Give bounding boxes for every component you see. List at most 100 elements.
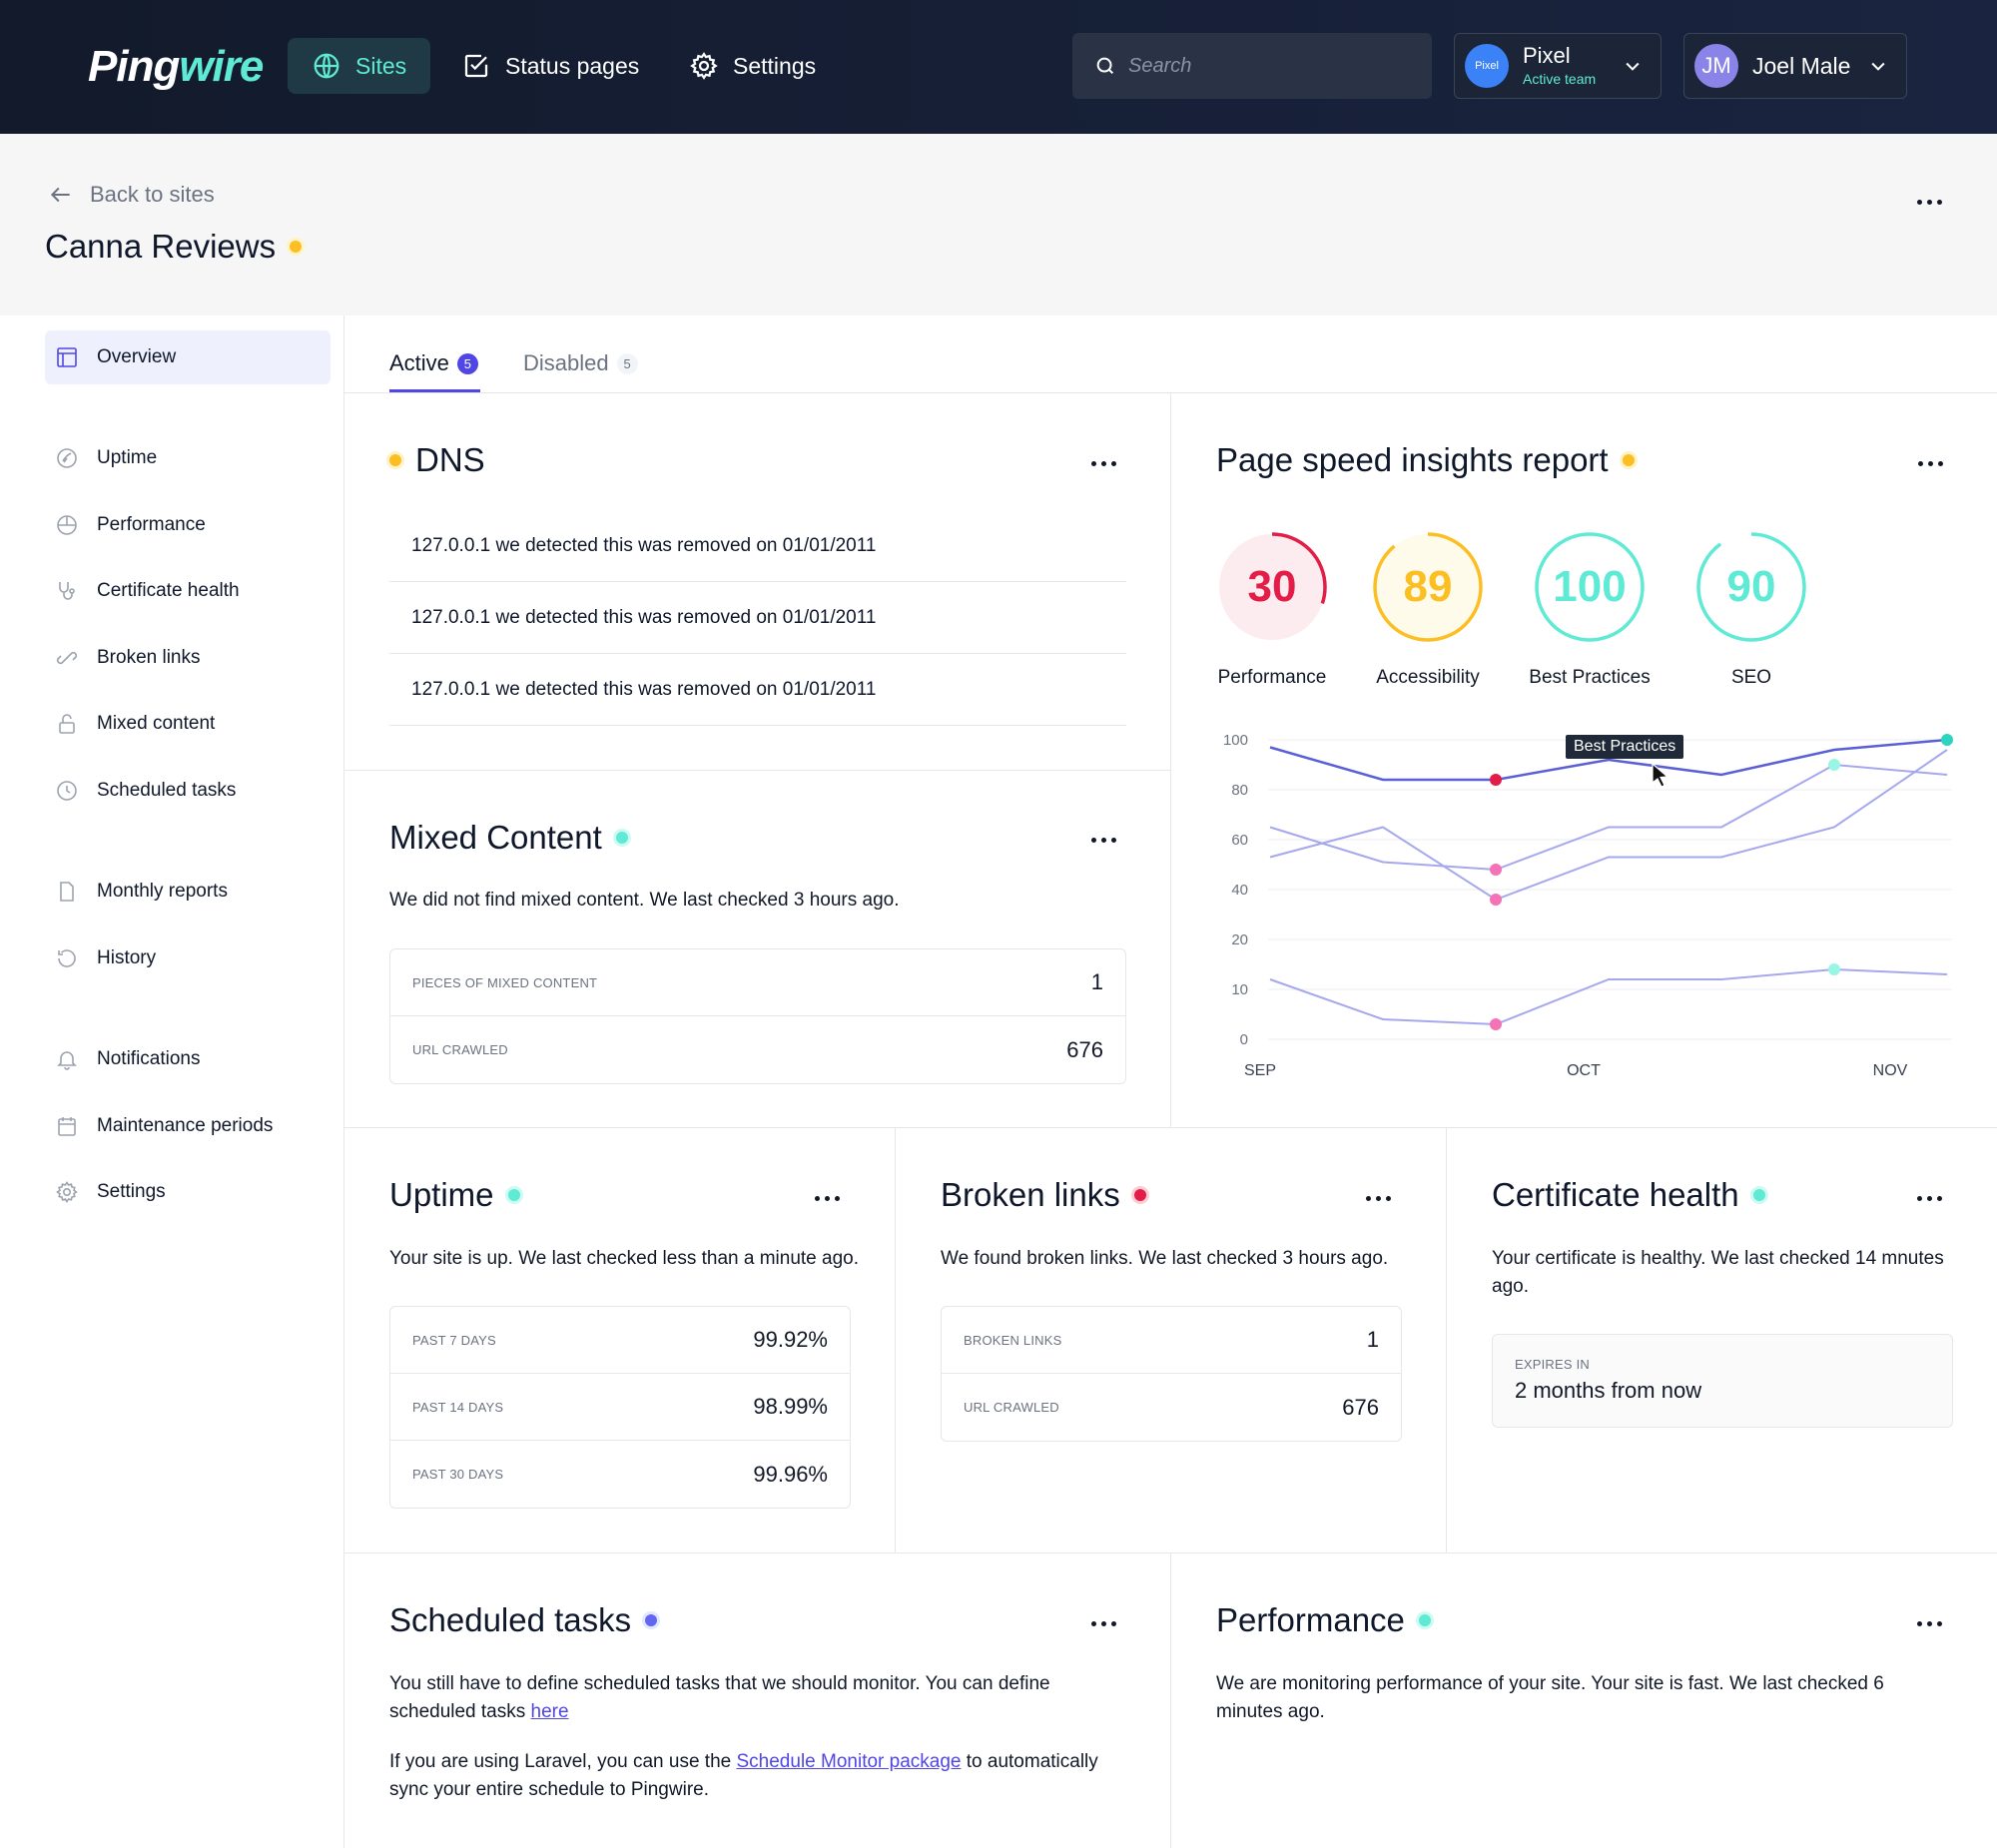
gauge-arc [1373,532,1483,642]
stat-value: 99.92% [753,1327,828,1352]
dns-title: DNS [389,441,485,479]
gauge-label: Best Practices [1529,667,1651,688]
gauge-ring [1217,532,1327,642]
dns-record-row: 127.0.0.1 we detected this was removed o… [389,510,1126,582]
sidebar-item-label: Settings [97,1181,166,1202]
user-menu[interactable]: JM Joel Male [1683,33,1907,99]
cert-expiry-value: 2 months from now [1515,1378,1702,1403]
team-avatar: Pixel [1465,44,1509,88]
series-line [1269,967,1948,1026]
tab-bar: Active 5 Disabled 5 [344,315,1997,393]
history-icon [58,949,76,967]
stethoscope-icon [59,582,75,600]
document-icon [60,882,74,902]
stat-row: URL crawled 676 [942,1374,1401,1441]
schedule-monitor-package-link[interactable]: Schedule Monitor package [736,1751,962,1772]
sidebar-item-notifications[interactable]: Notifications [45,1032,331,1086]
stat-label: Past 14 days [412,1399,504,1415]
tab-label: Disabled [523,350,609,375]
define-tasks-link[interactable]: here [530,1701,569,1722]
mixed-stats-table: Pieces of mixed content 1 URL crawled 676 [389,948,1126,1084]
gear-icon [690,52,718,80]
pingwire-logo[interactable]: Pingwire [88,42,264,91]
sidebar-item-mixed-content[interactable]: Mixed content [45,697,331,751]
uptime-icon [57,448,77,468]
sidebar-item-settings[interactable]: Settings [45,1165,331,1219]
stat-label: URL crawled [964,1400,1059,1415]
gauge-score: 100 [1553,562,1627,611]
psi-more-button[interactable] [1918,461,1943,466]
sched-description: You still have to define scheduled tasks… [389,1670,1128,1726]
data-point [1490,1018,1502,1030]
stat-value: 98.99% [753,1394,828,1419]
data-point [1490,774,1502,786]
uptime-title-text: Uptime [389,1176,494,1213]
sched-more-button[interactable] [1091,1621,1116,1626]
sidebar-item-overview[interactable]: Overview [45,330,331,384]
y-tick-label: 10 [1231,981,1248,998]
dns-more-button[interactable] [1091,461,1116,466]
perf-status-dot [1418,1614,1431,1626]
sched-text: If you are using Laravel, you can use th… [389,1751,737,1772]
psi-title-text: Page speed insights report [1216,441,1609,478]
layout-icon [57,347,77,367]
perf-more-button[interactable] [1917,1621,1942,1626]
sidebar-item-scheduled-tasks[interactable]: Scheduled tasks [45,764,331,818]
broken-title: Broken links [941,1176,1146,1214]
gauge-label: SEO [1730,667,1772,688]
cert-more-button[interactable] [1917,1196,1942,1201]
sidebar-item-certificate-health[interactable]: Certificate health [45,564,331,618]
dns-record-text: 127.0.0.1 we detected this was removed o… [411,606,877,628]
stat-label: Past 7 days [412,1332,496,1348]
stat-row: Pieces of mixed content 1 [390,949,1125,1016]
tab-active[interactable]: Active 5 [389,343,478,383]
score-gauge-accessibility: 89 Accessibility [1372,531,1484,688]
sidebar-item-broken-links[interactable]: Broken links [45,631,331,685]
cert-status-dot [1752,1189,1765,1201]
psi-title: Page speed insights report [1216,441,1635,479]
back-to-sites-link[interactable]: Back to sites [48,182,215,208]
tab-count-badge: 5 [616,352,638,374]
broken-more-button[interactable] [1366,1196,1391,1201]
tab-disabled[interactable]: Disabled 5 [523,343,638,383]
page-more-button[interactable] [1917,200,1942,205]
cert-title: Certificate health [1492,1176,1765,1214]
sidebar-item-performance[interactable]: Performance [45,498,331,552]
search-box[interactable] [1072,33,1432,99]
gauge-label: Performance [1217,667,1327,688]
team-name: Pixel [1523,43,1571,68]
bell-icon [57,1051,77,1070]
data-point [1828,963,1840,975]
tab-count-badge: 5 [456,352,478,374]
mixed-title-text: Mixed Content [389,819,602,856]
search-input[interactable] [1128,54,1408,78]
sidebar-item-label: Monthly reports [97,881,228,902]
team-switcher[interactable]: Pixel Pixel Active team [1454,33,1662,99]
gauge-score: 90 [1726,562,1776,611]
data-point [1828,759,1840,771]
nav-sites[interactable]: Sites [288,38,431,94]
data-point [1941,734,1953,746]
sidebar-item-uptime[interactable]: Uptime [45,431,331,485]
gauge-arc [1696,532,1806,642]
stat-row: Broken links 1 [942,1307,1401,1374]
perf-title: Performance [1216,1601,1431,1639]
sidebar-item-history[interactable]: History [45,931,331,985]
gauge-arc [1535,532,1645,642]
data-point [1490,894,1502,906]
gauge-ring [1696,532,1806,642]
sidebar-item-label: Scheduled tasks [97,780,237,801]
sidebar-item-monthly-reports[interactable]: Monthly reports [45,865,331,919]
sidebar-item-maintenance-periods[interactable]: Maintenance periods [45,1099,331,1153]
site-status-dot [290,241,303,253]
nav-settings[interactable]: Settings [665,38,840,94]
x-tick-label: OCT [1567,1062,1601,1079]
sidebar-item-label: Overview [97,346,177,367]
uptime-more-button[interactable] [815,1196,840,1201]
nav-status-pages[interactable]: Status pages [437,38,663,94]
mixed-more-button[interactable] [1091,838,1116,843]
y-tick-label: 60 [1231,832,1248,849]
y-tick-label: 80 [1231,782,1248,799]
mouse-cursor-icon [1652,763,1669,788]
